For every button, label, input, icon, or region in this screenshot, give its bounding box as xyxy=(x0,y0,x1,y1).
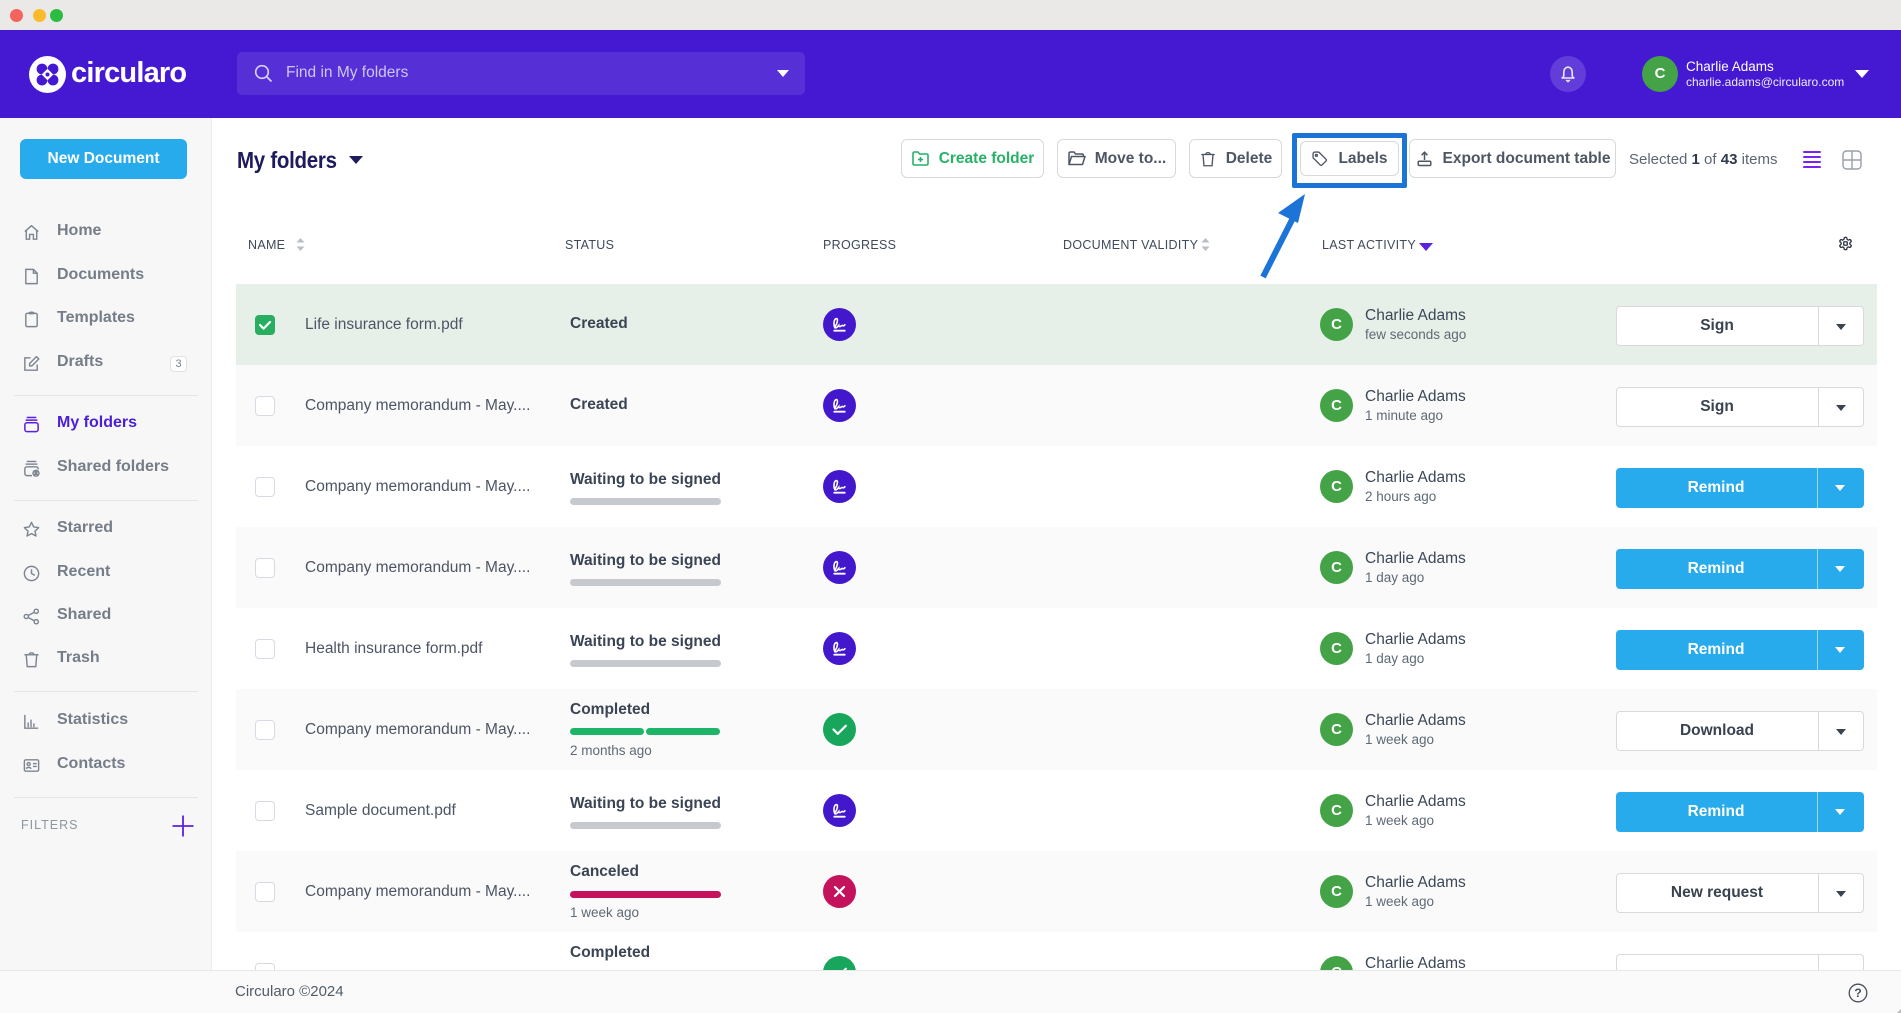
svg-text:?: ? xyxy=(1854,986,1861,1000)
